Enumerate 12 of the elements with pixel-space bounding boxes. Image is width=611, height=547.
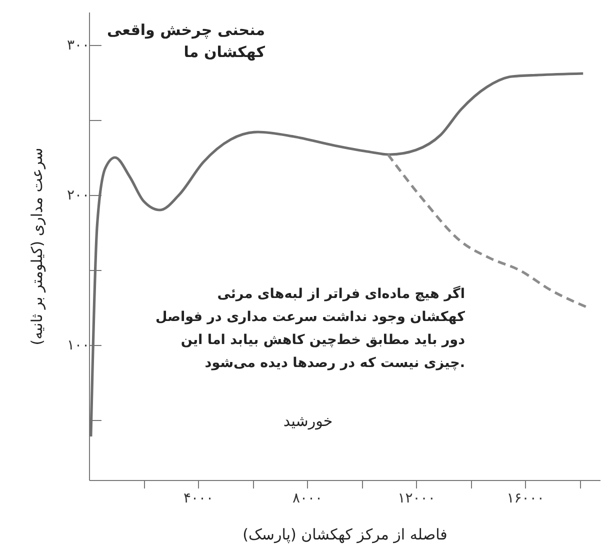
x-tick-label: ۱۶۰۰۰ [506, 490, 544, 506]
y-tick-label: ۲۰۰ [66, 188, 90, 204]
x-tick-label: ۸۰۰۰ [292, 490, 323, 506]
y-tick-label: ۳۰۰ [66, 38, 90, 54]
y-tick-label: ۱۰۰ [66, 338, 90, 354]
x-tick-label: ۱۲۰۰۰ [398, 490, 436, 506]
annotation: اگر هیچ ماده‌ای فراتر از لبه‌های مرئی کهکشان وجود نداشت سرعت مداری در فواصل دور باید مطابق خط‌چین کاهش بیابد اما این چیزی نیست که در رصدها دیده می‌شود. [155, 285, 466, 371]
annotation: خورشید [283, 412, 333, 430]
annotation: منحنی چرخش واقعی کهکشان ما [106, 21, 266, 61]
x-tick-label: ۴۰۰۰ [183, 490, 214, 506]
y-axis-title: سرعت مداری (کیلومتر بر ثانیه) [28, 148, 46, 346]
x-axis-title: فاصله از مرکز کهکشان (پارسک) [242, 526, 448, 544]
